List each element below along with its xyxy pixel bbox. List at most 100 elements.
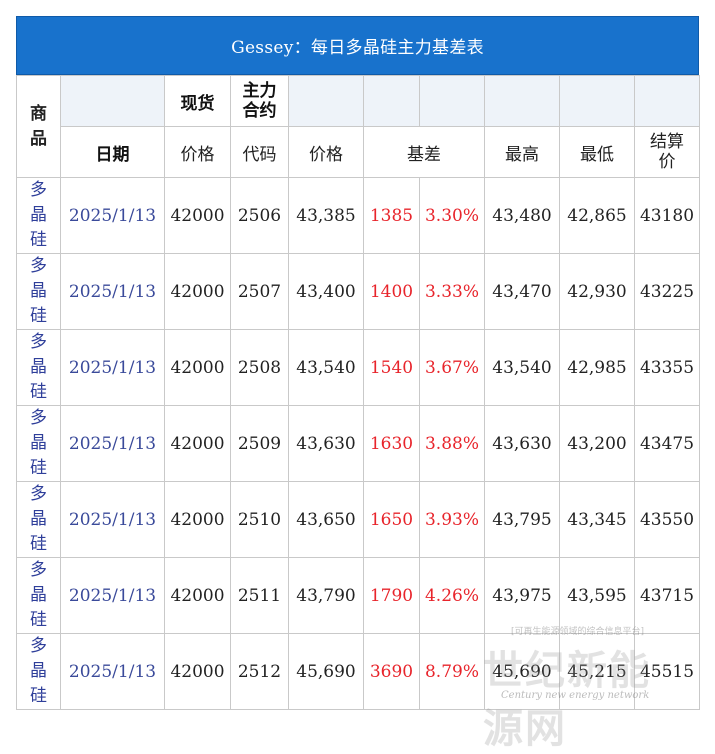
- date-cell: 2025/1/13: [60, 253, 165, 330]
- date-cell: 2025/1/13: [60, 405, 165, 482]
- commodity-cell: 多晶硅: [16, 329, 61, 406]
- basis-cell: 1385: [363, 177, 420, 254]
- contract-code-cell: 2509: [230, 405, 289, 482]
- futures-price-cell: 43,790: [288, 557, 364, 634]
- contract-code-cell: 2506: [230, 177, 289, 254]
- contract-code-cell: 2510: [230, 481, 289, 558]
- header-blank-1: [60, 75, 165, 127]
- basis-cell: 3690: [363, 633, 420, 710]
- basis-cell: 1400: [363, 253, 420, 330]
- high-cell: 45,690: [484, 633, 560, 710]
- futures-price-cell: 43,400: [288, 253, 364, 330]
- header-commodity: 商品: [16, 75, 61, 178]
- futures-price-cell: 43,540: [288, 329, 364, 406]
- header-blank-5: [484, 75, 560, 127]
- commodity-cell: 多晶硅: [16, 177, 61, 254]
- table-row: 多晶硅 2025/1/13 42000 2507 43,400 1400 3.33% 43,4…: [16, 253, 700, 330]
- header-main-contract: 主力 合约: [230, 75, 289, 127]
- basis-percent-cell: 3.33%: [419, 253, 485, 330]
- spot-price-cell: 42000: [164, 405, 231, 482]
- commodity-cell: 多晶硅: [16, 633, 61, 710]
- futures-price-cell: 43,385: [288, 177, 364, 254]
- header-futures-price: 价格: [288, 126, 364, 178]
- basis-cell: 1790: [363, 557, 420, 634]
- date-cell: 2025/1/13: [60, 329, 165, 406]
- high-cell: 43,540: [484, 329, 560, 406]
- basis-percent-cell: 3.30%: [419, 177, 485, 254]
- header-row-2: 日期 价格 代码 价格 基差 最高 最低 结算价: [17, 126, 700, 178]
- high-cell: 43,470: [484, 253, 560, 330]
- low-cell: 43,345: [559, 481, 635, 558]
- spot-price-cell: 42000: [164, 177, 231, 254]
- futures-price-cell: 43,630: [288, 405, 364, 482]
- settle-cell: 43355: [634, 329, 700, 406]
- table-title: Gessey：每日多晶硅主力基差表: [16, 16, 699, 75]
- table-row: 多晶硅 2025/1/13 42000 2506 43,385 1385 3.30% 43,4…: [16, 177, 700, 254]
- contract-code-cell: 2511: [230, 557, 289, 634]
- header-basis: 基差: [363, 126, 485, 178]
- header-blank-4: [419, 75, 485, 127]
- basis-table-frame: Gessey：每日多晶硅主力基差表 商品 现货 主力 合约: [16, 16, 700, 752]
- header-row-1: 商品 现货 主力 合约: [16, 75, 700, 178]
- settle-cell: 43180: [634, 177, 700, 254]
- header-blank-6: [559, 75, 635, 127]
- date-cell: 2025/1/13: [60, 481, 165, 558]
- low-cell: 43,200: [559, 405, 635, 482]
- basis-cell: 1540: [363, 329, 420, 406]
- commodity-cell: 多晶硅: [16, 253, 61, 330]
- table-row: 多晶硅 2025/1/13 42000 2509 43,630 1630 3.88% 43,6…: [16, 405, 700, 482]
- header-date: 日期: [60, 126, 165, 178]
- header-blank-7: [634, 75, 700, 127]
- basis-cell: 1630: [363, 405, 420, 482]
- header-settle: 结算价: [634, 126, 700, 178]
- high-cell: 43,630: [484, 405, 560, 482]
- spot-price-cell: 42000: [164, 253, 231, 330]
- low-cell: 42,985: [559, 329, 635, 406]
- table-row: 多晶硅 2025/1/13 42000 2512 45,690 3690 8.79% 45,6…: [16, 633, 700, 710]
- contract-code-cell: 2508: [230, 329, 289, 406]
- futures-price-cell: 45,690: [288, 633, 364, 710]
- basis-percent-cell: 4.26%: [419, 557, 485, 634]
- settle-cell: 43225: [634, 253, 700, 330]
- header-code: 代码: [230, 126, 289, 178]
- settle-cell: 45515: [634, 633, 700, 710]
- spot-price-cell: 42000: [164, 329, 231, 406]
- commodity-cell: 多晶硅: [16, 557, 61, 634]
- high-cell: 43,480: [484, 177, 560, 254]
- date-cell: 2025/1/13: [60, 633, 165, 710]
- settle-cell: 43475: [634, 405, 700, 482]
- settle-cell: 43715: [634, 557, 700, 634]
- basis-percent-cell: 3.67%: [419, 329, 485, 406]
- table-row: 多晶硅 2025/1/13 42000 2510 43,650 1650 3.93% 43,7…: [16, 481, 700, 558]
- table-row: 多晶硅 2025/1/13 42000 2508 43,540 1540 3.67% 43,5…: [16, 329, 700, 406]
- commodity-cell: 多晶硅: [16, 481, 61, 558]
- header-high: 最高: [484, 126, 560, 178]
- settle-cell: 43550: [634, 481, 700, 558]
- table-row: 多晶硅 2025/1/13 42000 2511 43,790 1790 4.26% 43,9…: [16, 557, 700, 634]
- header-blank-3: [363, 75, 420, 127]
- basis-percent-cell: 3.88%: [419, 405, 485, 482]
- header-low: 最低: [559, 126, 635, 178]
- low-cell: 42,865: [559, 177, 635, 254]
- spot-price-cell: 42000: [164, 633, 231, 710]
- date-cell: 2025/1/13: [60, 557, 165, 634]
- header-spot: 现货: [164, 75, 231, 127]
- high-cell: 43,795: [484, 481, 560, 558]
- spot-price-cell: 42000: [164, 557, 231, 634]
- basis-percent-cell: 3.93%: [419, 481, 485, 558]
- date-cell: 2025/1/13: [60, 177, 165, 254]
- contract-code-cell: 2512: [230, 633, 289, 710]
- basis-table: 商品 现货 主力 合约 日期 价格 代码 价格 基差 最高 最低 结算: [16, 75, 700, 710]
- contract-code-cell: 2507: [230, 253, 289, 330]
- basis-percent-cell: 8.79%: [419, 633, 485, 710]
- header-spot-price: 价格: [164, 126, 231, 178]
- commodity-cell: 多晶硅: [16, 405, 61, 482]
- high-cell: 43,975: [484, 557, 560, 634]
- spot-price-cell: 42000: [164, 481, 231, 558]
- futures-price-cell: 43,650: [288, 481, 364, 558]
- low-cell: 43,595: [559, 557, 635, 634]
- low-cell: 45,215: [559, 633, 635, 710]
- basis-cell: 1650: [363, 481, 420, 558]
- low-cell: 42,930: [559, 253, 635, 330]
- header-blank-2: [288, 75, 364, 127]
